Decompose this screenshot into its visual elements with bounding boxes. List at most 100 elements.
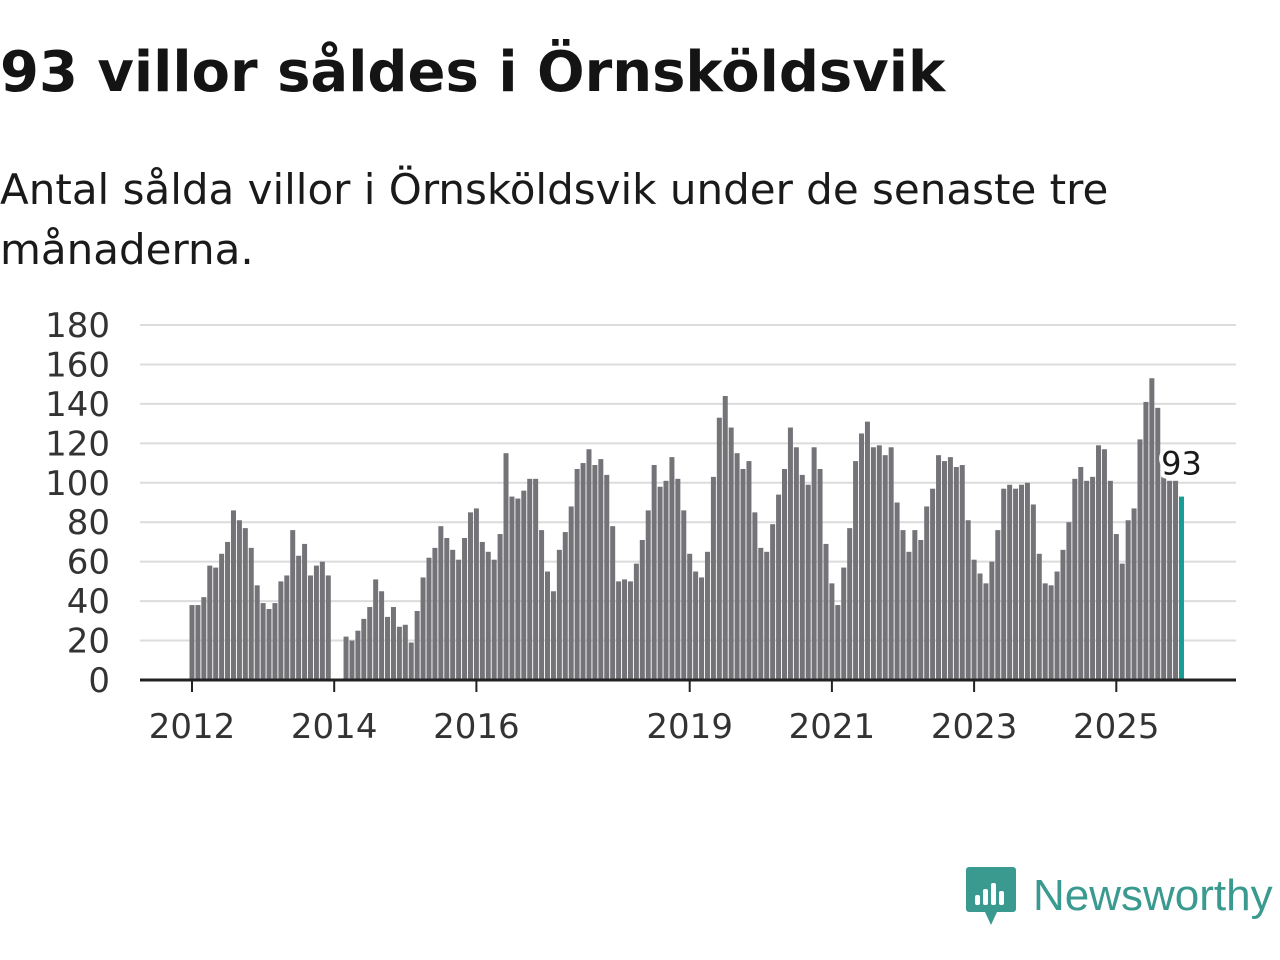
bar xyxy=(989,561,995,680)
bar xyxy=(799,474,805,680)
bar xyxy=(545,571,550,680)
bar xyxy=(734,453,740,680)
bar xyxy=(1066,522,1072,680)
bar xyxy=(189,605,195,680)
bar xyxy=(479,541,485,680)
bar xyxy=(645,510,651,680)
bar xyxy=(704,551,710,680)
bar xyxy=(242,528,248,680)
bar xyxy=(1084,480,1090,680)
bar xyxy=(207,565,213,680)
bar xyxy=(296,555,302,680)
bar xyxy=(254,585,260,680)
bar xyxy=(355,630,361,680)
y-tick-label: 100 xyxy=(45,464,110,504)
bar xyxy=(1090,476,1096,680)
bar xyxy=(1137,439,1143,680)
bar xyxy=(1019,484,1024,680)
bar xyxy=(687,553,693,680)
bar xyxy=(693,571,699,680)
bar xyxy=(260,603,266,680)
bar xyxy=(592,465,598,680)
bar xyxy=(847,528,853,680)
bar xyxy=(562,532,568,680)
bar xyxy=(396,626,402,680)
bar xyxy=(402,624,408,680)
bar xyxy=(888,447,894,680)
bar xyxy=(319,561,325,680)
bar xyxy=(728,427,734,680)
bar xyxy=(450,549,456,680)
x-tick-label: 2019 xyxy=(646,707,733,747)
bar xyxy=(977,573,983,680)
bar xyxy=(515,498,521,680)
newsworthy-logo: Newsworthy xyxy=(965,864,1273,928)
bar xyxy=(870,447,876,680)
y-tick-label: 180 xyxy=(45,306,110,346)
bar xyxy=(219,553,225,680)
y-tick-label: 80 xyxy=(67,503,110,543)
bar xyxy=(657,486,663,680)
bar xyxy=(503,453,509,680)
bar xyxy=(627,581,633,680)
bar xyxy=(823,543,829,680)
bar xyxy=(556,549,562,680)
bar xyxy=(1096,445,1102,680)
bar xyxy=(1013,488,1019,680)
bar xyxy=(906,551,912,680)
bar xyxy=(924,506,930,680)
bar xyxy=(983,583,989,680)
bar xyxy=(782,468,787,680)
bar xyxy=(313,565,319,680)
bar xyxy=(266,609,272,680)
bar xyxy=(1060,549,1066,680)
bar xyxy=(485,551,491,680)
bar-latest xyxy=(1178,496,1184,680)
bar xyxy=(284,575,290,680)
bar xyxy=(1007,484,1013,680)
bar xyxy=(912,530,918,680)
bar xyxy=(894,502,900,680)
bar xyxy=(1001,488,1007,680)
x-tick-label: 2016 xyxy=(433,707,520,747)
bar xyxy=(598,459,604,680)
bar xyxy=(965,520,971,680)
bar xyxy=(941,461,947,680)
bar xyxy=(1125,520,1131,680)
bar xyxy=(302,543,308,680)
bar xyxy=(995,530,1001,680)
bar xyxy=(230,510,236,680)
bar xyxy=(710,476,716,680)
bar xyxy=(325,575,331,680)
x-tick-label: 2023 xyxy=(931,707,1018,747)
bar xyxy=(793,447,799,680)
bar xyxy=(1149,378,1155,680)
bar xyxy=(467,512,473,680)
bar xyxy=(367,607,373,680)
bar xyxy=(758,547,764,680)
bar xyxy=(539,530,545,680)
bar xyxy=(379,591,385,680)
bar xyxy=(343,636,349,680)
bar xyxy=(841,567,847,680)
bar xyxy=(616,581,622,680)
bar xyxy=(213,567,219,680)
bar xyxy=(930,488,936,680)
bar xyxy=(408,642,414,680)
bar xyxy=(1143,401,1149,680)
x-tick-label: 2025 xyxy=(1073,707,1160,747)
bar xyxy=(586,449,592,680)
bar xyxy=(456,559,462,680)
bar xyxy=(746,461,752,680)
x-tick-label: 2014 xyxy=(291,707,378,747)
bar xyxy=(675,478,681,680)
bar xyxy=(622,579,628,680)
bar xyxy=(882,455,888,680)
y-tick-label: 40 xyxy=(67,582,110,622)
bar xyxy=(805,484,811,680)
bar xyxy=(633,563,639,680)
bar xyxy=(1131,508,1137,680)
bar xyxy=(1113,534,1119,680)
bar xyxy=(859,433,865,680)
